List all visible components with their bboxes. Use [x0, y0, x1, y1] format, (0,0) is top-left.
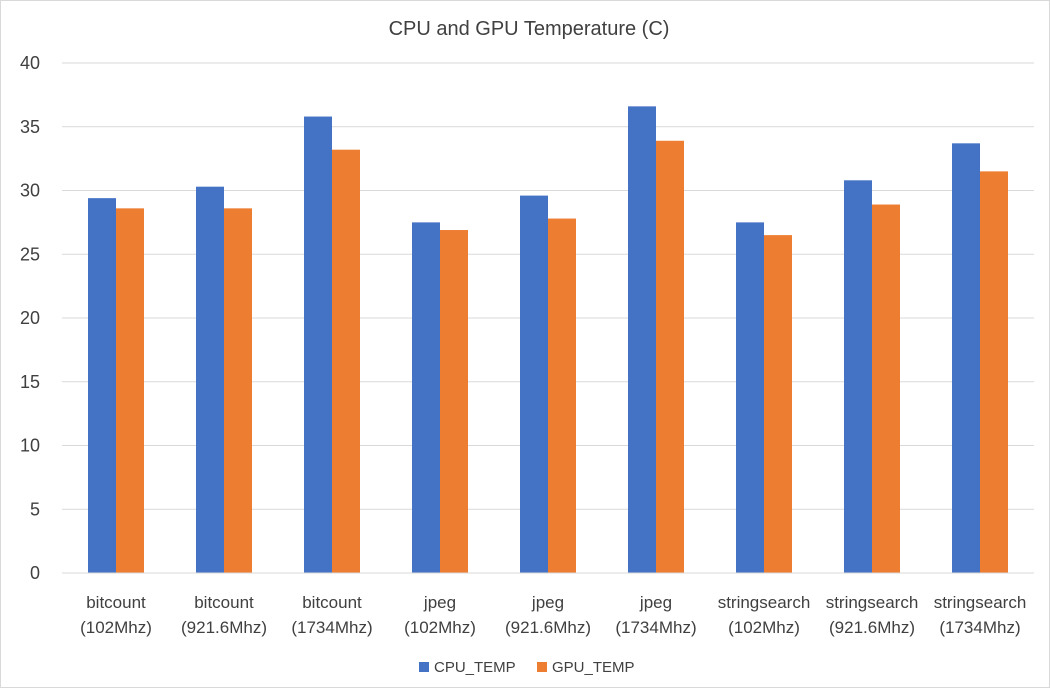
bar-cpu-temp — [736, 222, 764, 573]
chart-title: CPU and GPU Temperature (C) — [389, 18, 670, 40]
bar-cpu-temp — [952, 143, 980, 573]
x-category-label-line: (102Mhz) — [728, 618, 800, 637]
y-tick-label: 35 — [20, 117, 40, 137]
bar-gpu-temp — [980, 171, 1008, 573]
y-tick-label: 25 — [20, 244, 40, 264]
bar-cpu-temp — [88, 198, 116, 573]
x-category-label: bitcount (102Mhz) — [80, 593, 152, 637]
x-category-label-line: (1734Mhz) — [939, 618, 1020, 637]
bar-cpu-temp — [844, 180, 872, 574]
x-category-label-line: stringsearch — [718, 593, 811, 612]
legend-swatch — [419, 662, 429, 672]
y-tick-label: 40 — [20, 53, 40, 73]
x-category-label-line: jpeg — [531, 593, 564, 612]
bar-gpu-temp — [656, 140, 684, 573]
x-category-label-line: bitcount — [194, 593, 254, 612]
x-category-label-line: (921.6Mhz) — [181, 618, 267, 637]
bar-gpu-temp — [116, 208, 144, 573]
x-category-label-line: stringsearch — [934, 593, 1027, 612]
bar-series — [88, 106, 1008, 574]
bar-cpu-temp — [304, 116, 332, 574]
x-category-label-line: stringsearch — [826, 593, 919, 612]
x-category-label: bitcount (921.6Mhz) — [181, 593, 267, 637]
x-category-label-line: jpeg — [639, 593, 672, 612]
y-axis-tick-labels: 0 5 10 15 20 25 30 35 40 — [20, 53, 40, 583]
x-axis-category-labels: bitcount (102Mhz)bitcount (921.6Mhz)bitcou… — [80, 593, 1026, 637]
y-tick-label: 15 — [20, 372, 40, 392]
y-tick-label: 0 — [30, 563, 40, 583]
x-category-label-line: (102Mhz) — [80, 618, 152, 637]
bar-cpu-temp — [196, 186, 224, 574]
legend-label: GPU_TEMP — [552, 659, 635, 676]
bar-gpu-temp — [440, 230, 468, 573]
legend-swatch — [537, 662, 547, 672]
x-category-label-line: (1734Mhz) — [615, 618, 696, 637]
y-tick-label: 10 — [20, 436, 40, 456]
bar-cpu-temp — [628, 106, 656, 573]
bar-gpu-temp — [224, 208, 252, 573]
x-category-label: jpeg (1734Mhz) — [615, 593, 696, 637]
y-tick-label: 20 — [20, 308, 40, 328]
legend: CPU_TEMP GPU_TEMP — [419, 659, 635, 676]
x-category-label: jpeg (921.6Mhz) — [505, 593, 591, 637]
x-category-label: bitcount (1734Mhz) — [291, 593, 372, 637]
bar-cpu-temp — [520, 195, 548, 573]
x-category-label: stringsearch (921.6Mhz) — [826, 593, 919, 637]
x-category-label-line: bitcount — [86, 593, 146, 612]
legend-label: CPU_TEMP — [434, 659, 516, 676]
bar-cpu-temp — [412, 222, 440, 573]
bar-gpu-temp — [332, 149, 360, 573]
x-category-label-line: jpeg — [423, 593, 456, 612]
x-category-label: stringsearch (1734Mhz) — [934, 593, 1027, 637]
bar-gpu-temp — [872, 204, 900, 573]
y-tick-label: 5 — [30, 499, 40, 519]
x-category-label: stringsearch (102Mhz) — [718, 593, 811, 637]
x-category-label-line: (921.6Mhz) — [829, 618, 915, 637]
x-category-label-line: (1734Mhz) — [291, 618, 372, 637]
bar-gpu-temp — [548, 218, 576, 574]
x-category-label-line: bitcount — [302, 593, 362, 612]
y-tick-label: 30 — [20, 181, 40, 201]
bar-gpu-temp — [764, 235, 792, 573]
x-category-label-line: (921.6Mhz) — [505, 618, 591, 637]
x-category-label-line: (102Mhz) — [404, 618, 476, 637]
x-category-label: jpeg (102Mhz) — [404, 593, 476, 637]
